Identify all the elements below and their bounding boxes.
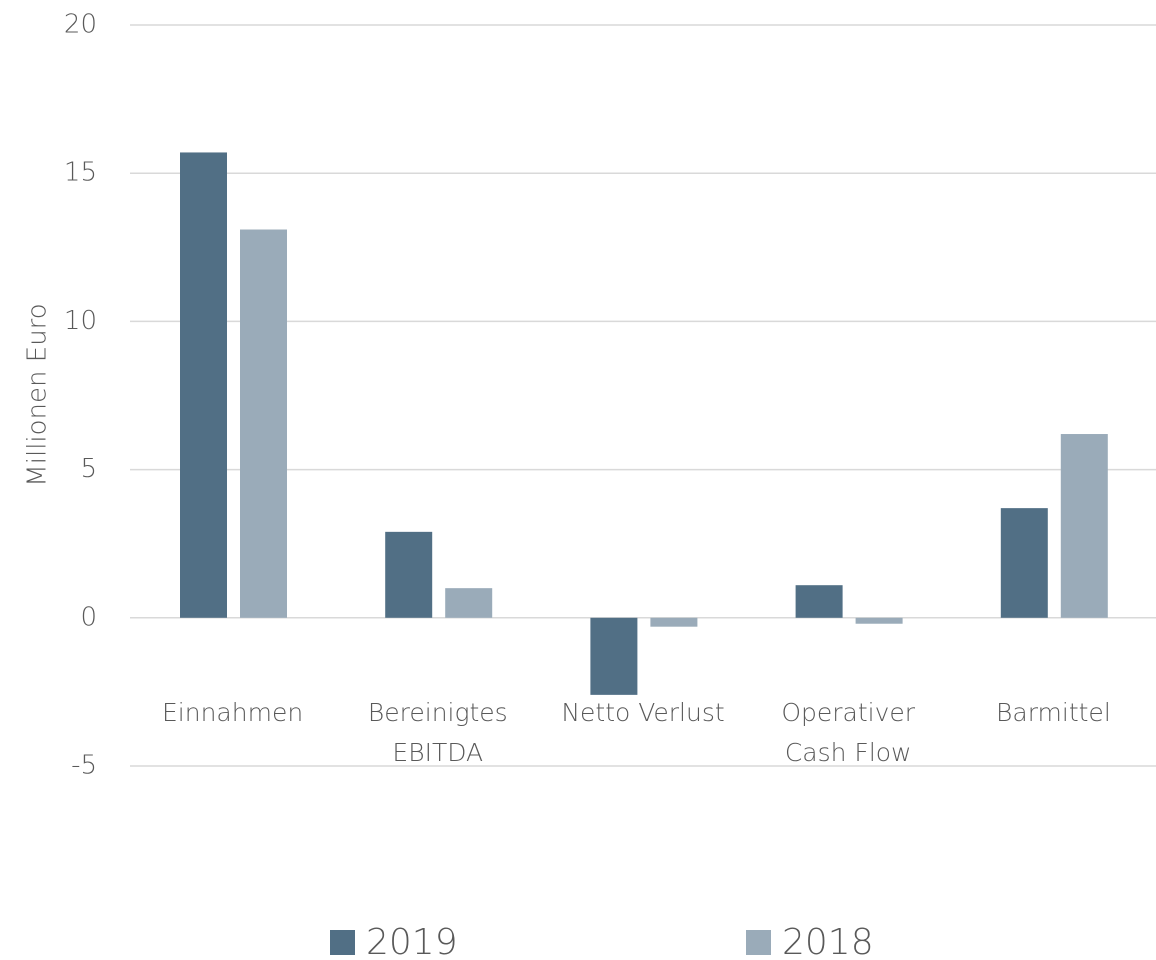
bar <box>1060 434 1108 618</box>
x-tick-label: Einnahmen <box>162 698 304 727</box>
bar <box>855 617 903 624</box>
x-tick-label: Bereinigtes EBITDA <box>367 698 508 767</box>
legend-swatch <box>746 930 771 955</box>
bar <box>590 617 638 695</box>
bar <box>240 229 287 618</box>
y-tick-label: 15 <box>64 158 97 188</box>
y-tick-label: 0 <box>80 602 97 632</box>
bar <box>385 531 433 618</box>
bar <box>795 585 843 618</box>
legend-label: 2018 <box>782 922 874 960</box>
bar <box>445 588 493 618</box>
x-tick-label: Barmittel <box>996 698 1111 727</box>
x-tick-label: Operativer Cash Flow <box>781 698 916 767</box>
x-tick-label: Netto Verlust <box>561 698 725 727</box>
y-tick-label: 5 <box>80 454 97 484</box>
y-tick-label: 20 <box>64 10 97 40</box>
y-tick-label: -5 <box>71 751 97 781</box>
legend-swatch <box>330 930 355 955</box>
bar <box>650 617 698 627</box>
legend-label: 2019 <box>366 922 458 960</box>
y-axis-label: Millionen Euro <box>23 303 53 486</box>
y-tick-label: 10 <box>64 306 97 336</box>
bar <box>1000 508 1048 618</box>
bar <box>180 152 227 618</box>
